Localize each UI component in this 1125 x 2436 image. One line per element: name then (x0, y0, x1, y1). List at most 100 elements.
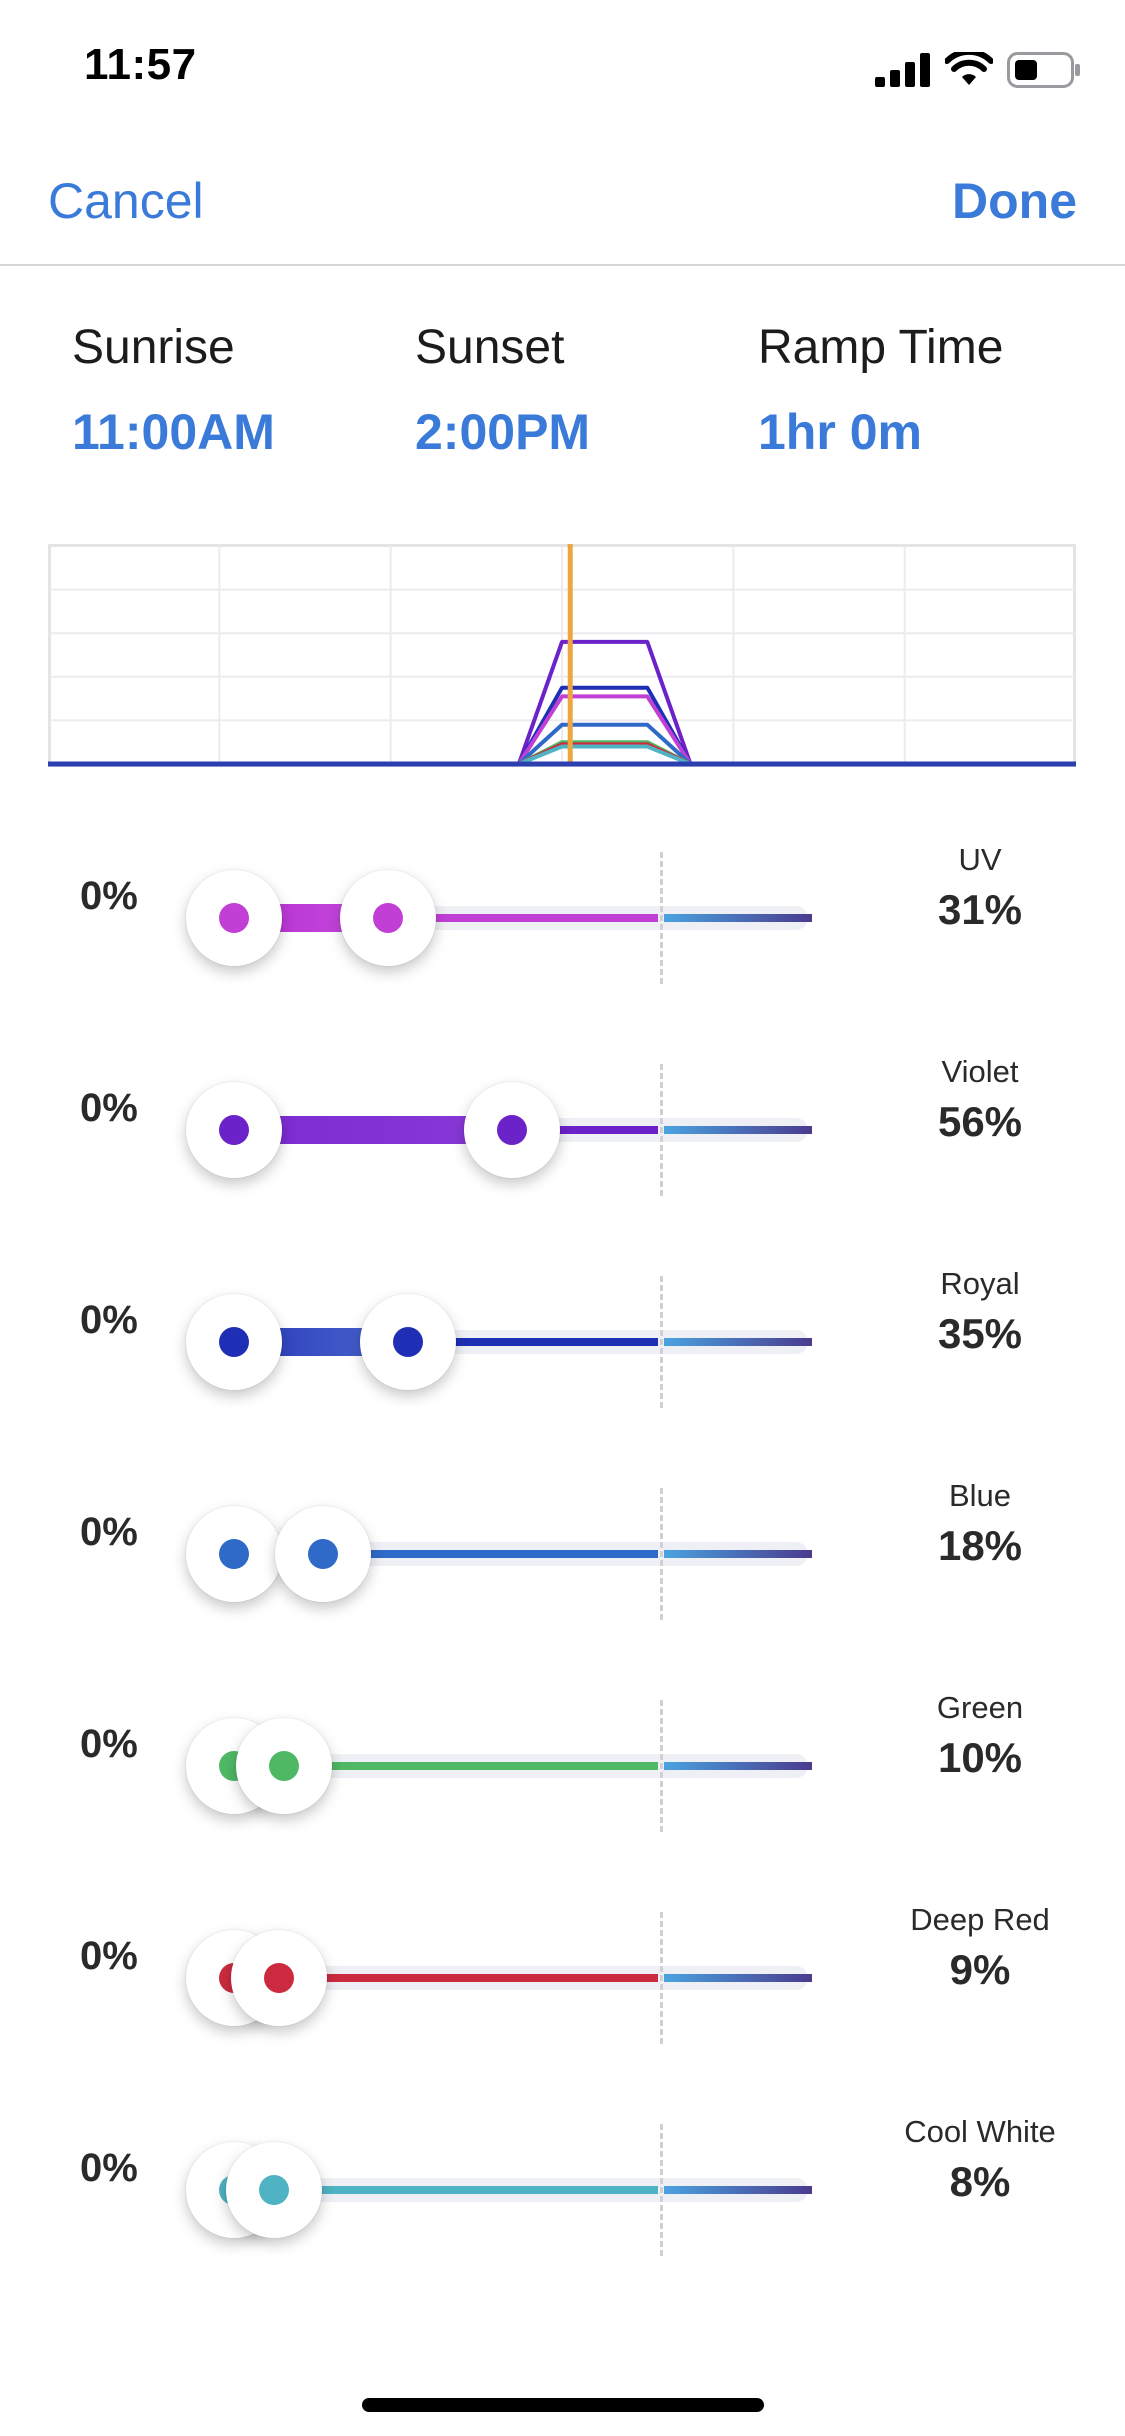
slider-min-knob[interactable] (186, 1082, 282, 1178)
channel-info: Deep Red 9% (880, 1902, 1080, 1994)
slider-max-knob[interactable] (235, 1718, 332, 1814)
status-icons (875, 48, 1081, 92)
slider-boost-zone (664, 2186, 812, 2194)
slider-boost-zone (664, 1550, 812, 1558)
slider-limit-marker (660, 1912, 663, 2044)
battery-icon (1007, 52, 1080, 88)
channel-value: 18% (937, 1522, 1023, 1569)
slider-boost-zone (664, 1338, 812, 1346)
slider-max-knob[interactable] (275, 1506, 372, 1602)
slider-remaining-line (387, 914, 658, 922)
wifi-icon (945, 52, 993, 85)
sunset-label: Sunset (415, 321, 565, 374)
knob-dot (219, 903, 249, 933)
slider-boost-zone (664, 1974, 812, 1982)
schedule-summary: Sunrise 11:00AM Sunset 2:00PM Ramp Time … (0, 300, 1125, 480)
channel-slider[interactable] (186, 1872, 826, 2084)
knob-dot (308, 1539, 339, 1569)
channel-info: Royal 35% (880, 1266, 1080, 1358)
sunset-value[interactable]: 2:00PM (415, 404, 591, 460)
knob-dot (392, 1327, 423, 1357)
sunrise-label: Sunrise (72, 321, 235, 374)
channel-name: Blue (948, 1478, 1012, 1513)
channel-info: Cool White 8% (880, 2114, 1080, 2206)
slider-min-knob[interactable] (186, 870, 282, 966)
knob-dot (219, 1327, 249, 1357)
knob-dot (219, 1115, 249, 1145)
channel-name: UV (958, 842, 1002, 877)
ramp-time-value[interactable]: 1hr 0m (758, 404, 922, 460)
channel-min-label: 0% (80, 1934, 138, 1978)
channel-row: 0% Deep Red 9% (0, 1872, 1125, 2084)
channel-name: Green (936, 1690, 1024, 1725)
slider-remaining-line (273, 2186, 658, 2194)
slider-limit-marker (660, 1700, 663, 1832)
channel-row: 0% Violet 56% (0, 1024, 1125, 1236)
slider-remaining-line (407, 1338, 658, 1346)
slider-remaining-line (323, 1550, 658, 1558)
slider-limit-marker (660, 1276, 663, 1408)
done-button[interactable]: Done (952, 173, 1077, 229)
slider-max-knob[interactable] (230, 1930, 327, 2026)
channel-info: Blue 18% (880, 1478, 1080, 1570)
knob-dot (258, 2175, 289, 2205)
channel-min-label: 0% (80, 874, 138, 918)
channel-slider[interactable] (186, 1024, 826, 1236)
slider-max-knob[interactable] (463, 1082, 560, 1178)
channel-slider[interactable] (186, 812, 826, 1024)
channel-row: 0% Blue 18% (0, 1448, 1125, 1660)
nav-bar: Cancel Done (0, 132, 1125, 266)
channel-value: 9% (949, 1946, 1011, 1993)
channel-row: 0% Cool White 8% (0, 2084, 1125, 2296)
channel-value: 35% (937, 1310, 1023, 1357)
cellular-signal-icon (875, 53, 930, 87)
channel-min-label: 0% (80, 1510, 138, 1554)
knob-dot (219, 1539, 249, 1569)
slider-limit-marker (660, 852, 663, 984)
knob-dot (496, 1115, 527, 1145)
channel-slider[interactable] (186, 1236, 826, 1448)
channel-min-label: 0% (80, 1722, 138, 1766)
channel-value: 8% (949, 2158, 1011, 2205)
sunrise-value[interactable]: 11:00AM (72, 404, 275, 460)
knob-dot (263, 1963, 294, 1993)
channel-row: 0% Royal 35% (0, 1236, 1125, 1448)
channel-name: Deep Red (910, 1902, 1050, 1937)
slider-limit-marker (660, 1064, 663, 1196)
channel-slider[interactable] (186, 1448, 826, 1660)
channel-name: Violet (941, 1054, 1019, 1089)
schedule-chart-svg (48, 544, 1076, 767)
knob-dot (372, 903, 403, 933)
ramp-time-label: Ramp Time (758, 321, 1004, 374)
slider-max-knob[interactable] (225, 2142, 322, 2238)
slider-remaining-line (278, 1974, 658, 1982)
knob-dot (268, 1751, 299, 1781)
status-time: 11:57 (84, 40, 197, 89)
channel-slider[interactable] (186, 1660, 826, 1872)
sunset-section: Sunset 2:00PM (415, 320, 590, 461)
slider-max-knob[interactable] (339, 870, 436, 966)
status-bar: 11:57 (0, 0, 1125, 132)
channel-info: Green 10% (880, 1690, 1080, 1782)
channel-value: 31% (937, 886, 1023, 933)
slider-remaining-line (283, 1762, 658, 1770)
slider-remaining-line (511, 1126, 658, 1134)
slider-max-knob[interactable] (359, 1294, 456, 1390)
channel-min-label: 0% (80, 1086, 138, 1130)
cancel-button[interactable]: Cancel (48, 173, 204, 229)
slider-min-knob[interactable] (186, 1506, 282, 1602)
channel-value: 10% (937, 1734, 1023, 1781)
slider-min-knob[interactable] (186, 1294, 282, 1390)
channel-min-label: 0% (80, 2146, 138, 2190)
channel-info: Violet 56% (880, 1054, 1080, 1146)
channel-info: UV 31% (880, 842, 1080, 934)
sunrise-section: Sunrise 11:00AM (72, 320, 275, 461)
channel-value: 56% (937, 1098, 1023, 1145)
ramp-time-section: Ramp Time 1hr 0m (758, 320, 1003, 461)
channel-name: Cool White (904, 2114, 1056, 2149)
slider-boost-zone (664, 914, 812, 922)
channel-row: 0% UV 31% (0, 812, 1125, 1024)
slider-boost-zone (664, 1762, 812, 1770)
channel-slider[interactable] (186, 2084, 826, 2296)
